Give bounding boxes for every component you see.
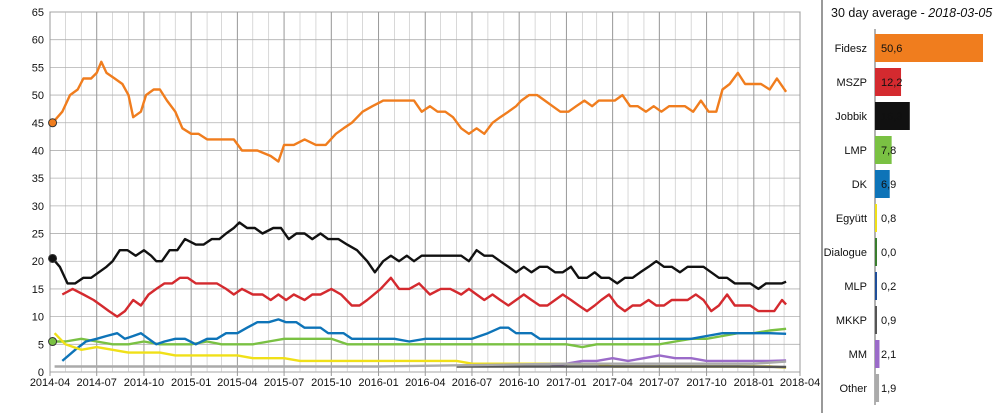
bar-mlp xyxy=(875,272,877,300)
x-tick-label: 2017-07 xyxy=(639,377,679,389)
x-tick-label: 2016-04 xyxy=(405,377,445,389)
series-line-mszp xyxy=(61,276,787,318)
start-markers xyxy=(48,118,58,347)
series-line-fidesz xyxy=(51,60,788,163)
x-tick-label: 2017-01 xyxy=(546,377,586,389)
y-tick-label: 20 xyxy=(32,256,44,268)
bar-jobbik xyxy=(875,102,910,130)
bar-value-label: 0,2 xyxy=(881,281,896,293)
bar-mkkp xyxy=(875,306,877,334)
y-tick-label: 40 xyxy=(32,145,44,157)
chart-grid xyxy=(49,11,801,376)
y-tick-label: 55 xyxy=(32,62,44,74)
y-tick-label: 50 xyxy=(32,90,44,102)
bar-value-label: 1,9 xyxy=(881,383,896,395)
y-tick-label: 30 xyxy=(32,201,44,213)
bar-value-label: 7,8 xyxy=(881,145,896,157)
y-tick-label: 65 xyxy=(32,7,44,19)
bar-other xyxy=(875,374,880,402)
series-line-dk xyxy=(61,318,787,362)
bar-dk xyxy=(875,170,890,198)
bar-mszp xyxy=(875,68,902,96)
bar-category-label: MM xyxy=(849,349,867,361)
y-tick-label: 25 xyxy=(32,229,44,241)
series-line-mm xyxy=(550,354,787,368)
bar-value-label: 50,6 xyxy=(881,43,902,55)
chart-axes: 0 5 10 15 20 25 30 35 40 45 50 55 60 65 2014-04 2014-07… xyxy=(30,7,820,389)
series-line-mkkp xyxy=(456,365,787,369)
bar-lmp xyxy=(875,136,892,164)
x-tick-label: 2018-04 xyxy=(780,377,820,389)
bar-category-label: Fidesz xyxy=(835,43,867,55)
start-marker-jobbik xyxy=(48,253,58,263)
bar-value-label: 16,3 xyxy=(881,111,902,123)
series-lines xyxy=(51,60,788,369)
x-tick-label: 2018-01 xyxy=(734,377,774,389)
x-tick-label: 2014-04 xyxy=(30,377,70,389)
panel-title: 30 day average - 2018-03-05 xyxy=(831,6,992,20)
bar-category-label: Dialogue xyxy=(824,247,867,259)
bar-category-label: Other xyxy=(839,383,867,395)
bar-együtt xyxy=(875,204,877,232)
x-tick-label: 2017-10 xyxy=(686,377,726,389)
x-tick-label: 2016-10 xyxy=(499,377,539,389)
x-tick-label: 2015-07 xyxy=(264,377,304,389)
y-tick-label: 35 xyxy=(32,173,44,185)
bar-category-label: DK xyxy=(852,179,868,191)
bar-category-label: LMP xyxy=(844,145,867,157)
x-tick-label: 2014-10 xyxy=(124,377,164,389)
x-tick-label: 2017-04 xyxy=(592,377,632,389)
bar-dialogue xyxy=(875,238,877,266)
bar-category-label: MKKP xyxy=(836,315,867,327)
bar-category-label: Jobbik xyxy=(835,111,867,123)
y-tick-label: 60 xyxy=(32,35,44,47)
bar-category-label: Együtt xyxy=(836,213,867,225)
bar-mm xyxy=(875,340,880,368)
average-bar-panel: 30 day average - 2018-03-05 Fidesz 50,6 MS… xyxy=(821,0,992,413)
x-tick-label: 2015-04 xyxy=(217,377,257,389)
series-line-other xyxy=(54,360,787,368)
start-marker-lmp xyxy=(48,337,58,347)
y-tick-label: 10 xyxy=(32,312,44,324)
y-tick-label: 15 xyxy=(32,284,44,296)
x-tick-label: 2016-01 xyxy=(358,377,398,389)
bar-category-label: MLP xyxy=(844,281,867,293)
y-tick-label: 0 xyxy=(38,367,44,379)
start-marker-fidesz xyxy=(48,118,58,128)
bar-value-label: 6,9 xyxy=(881,179,896,191)
y-tick-label: 5 xyxy=(38,339,44,351)
bar-value-label: 0,9 xyxy=(881,315,896,327)
bar-value-label: 12,2 xyxy=(881,77,902,89)
bar-value-label: 0,8 xyxy=(881,213,896,225)
bar-category-label: MSZP xyxy=(836,77,867,89)
x-tick-label: 2015-01 xyxy=(171,377,211,389)
bar-value-label: 2,1 xyxy=(881,349,896,361)
x-tick-label: 2015-10 xyxy=(311,377,351,389)
series-line-jobbik xyxy=(51,221,787,291)
x-tick-label: 2014-07 xyxy=(77,377,117,389)
bar-fidesz xyxy=(875,34,983,62)
bar-value-label: 0,0 xyxy=(881,247,896,259)
y-tick-label: 45 xyxy=(32,118,44,130)
series-line-lmp xyxy=(52,327,787,349)
x-tick-label: 2016-07 xyxy=(452,377,492,389)
